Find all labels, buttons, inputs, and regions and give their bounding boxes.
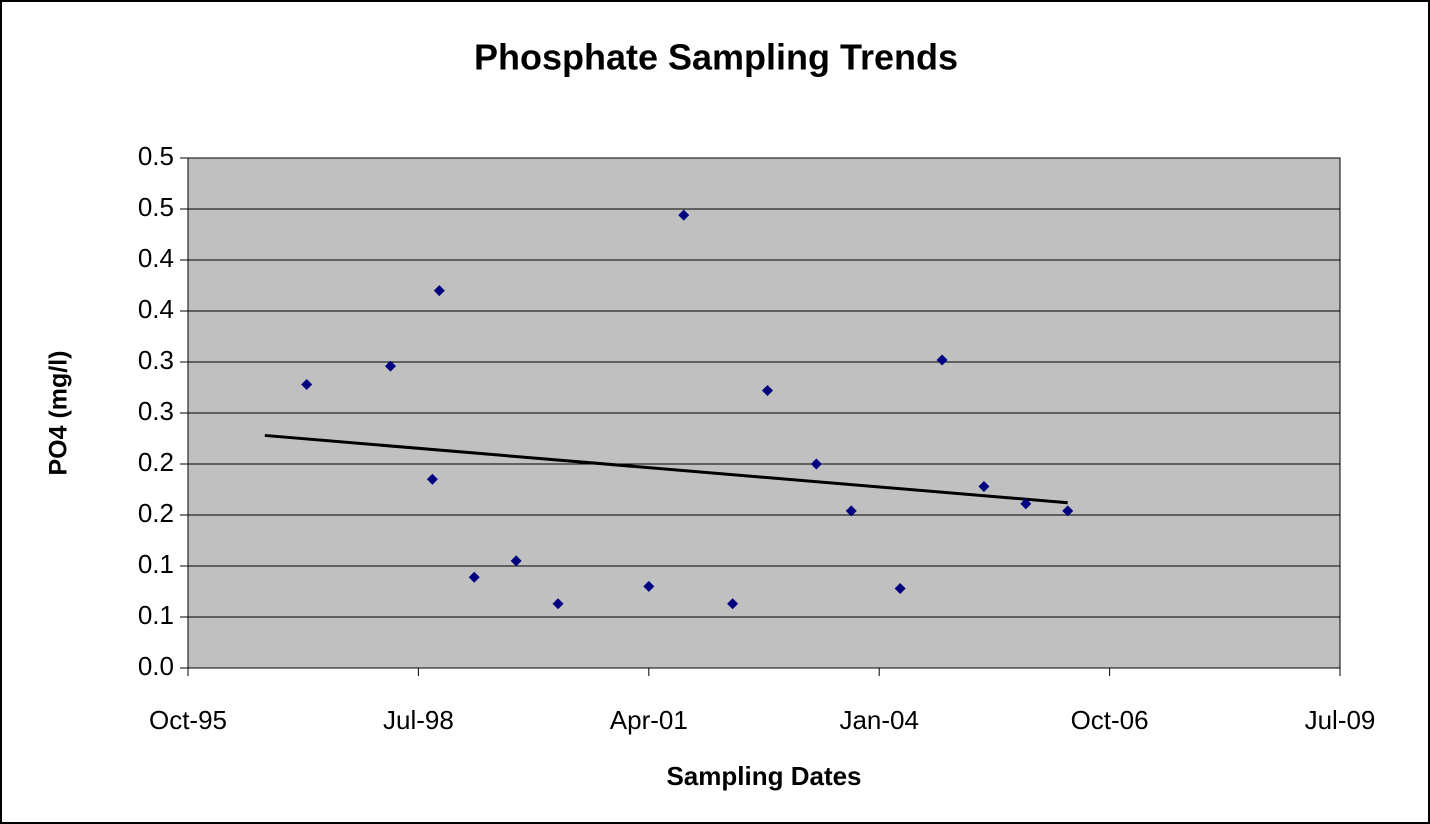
y-tick-label: 0.5 xyxy=(138,192,174,222)
data-point xyxy=(384,360,396,372)
data-point xyxy=(1062,505,1074,517)
y-tick-label: 0.1 xyxy=(138,600,174,630)
data-point xyxy=(433,285,445,297)
data-point xyxy=(301,378,313,390)
data-point xyxy=(426,473,438,485)
x-axis-label: Sampling Dates xyxy=(666,761,861,791)
y-tick-label: 0.2 xyxy=(138,498,174,528)
y-tick-label: 0.4 xyxy=(138,243,174,273)
x-tick-label: Oct-95 xyxy=(149,705,227,735)
x-tick-label: Apr-01 xyxy=(610,705,688,735)
y-tick-label: 0.0 xyxy=(138,651,174,681)
y-tick-label: 0.2 xyxy=(138,447,174,477)
y-tick-label: 0.5 xyxy=(138,141,174,171)
data-point xyxy=(552,598,564,610)
y-tick-label: 0.3 xyxy=(138,396,174,426)
data-point xyxy=(761,385,773,397)
x-tick-label: Oct-06 xyxy=(1071,705,1149,735)
data-point xyxy=(810,458,822,470)
data-point xyxy=(936,354,948,366)
x-tick-label: Jan-04 xyxy=(839,705,919,735)
trendline xyxy=(264,433,1068,505)
data-point xyxy=(978,480,990,492)
x-tick-label: Jul-09 xyxy=(1305,705,1376,735)
data-point xyxy=(643,580,655,592)
y-tick-label: 0.3 xyxy=(138,345,174,375)
y-axis-label: PO4 (mg/l) xyxy=(45,350,73,475)
chart-title: Phosphate Sampling Trends xyxy=(474,37,958,78)
data-point xyxy=(1020,498,1032,510)
data-point xyxy=(894,582,906,594)
y-tick-label: 0.4 xyxy=(138,294,174,324)
data-point xyxy=(845,505,857,517)
data-point xyxy=(727,598,739,610)
data-point xyxy=(510,555,522,567)
data-point xyxy=(678,209,690,221)
y-tick-label: 0.1 xyxy=(138,549,174,579)
x-tick-label: Jul-98 xyxy=(383,705,454,735)
data-point xyxy=(468,571,480,583)
